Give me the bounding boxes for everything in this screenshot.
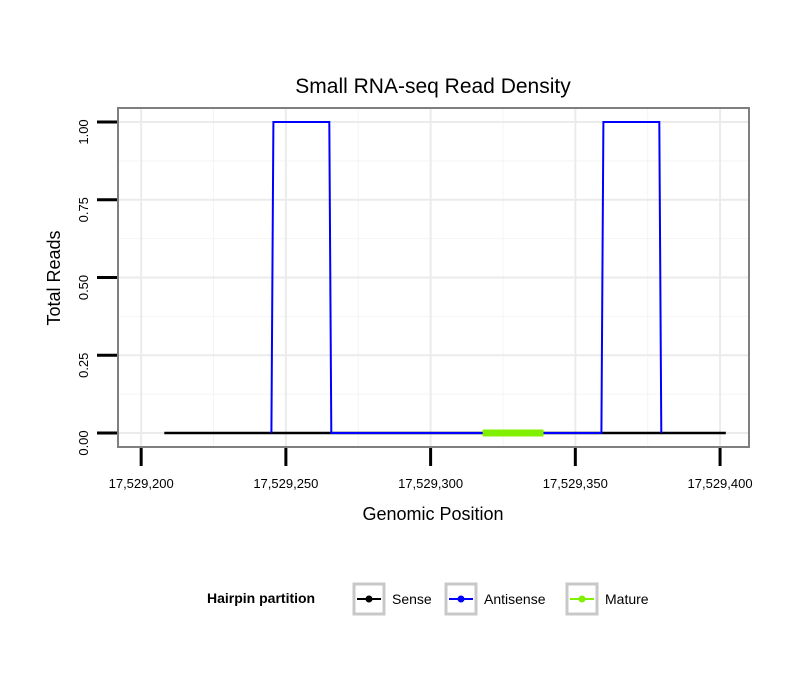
series-line-antisense [270,121,663,434]
x-tick-label: 17,529,200 [109,476,174,491]
legend-entry-mature: Mature [565,582,649,616]
y-tick-label: 0.25 [76,353,91,378]
y-tick-label: 0.75 [76,197,91,222]
x-tick-label: 17,529,400 [688,476,753,491]
y-tick-label: 1.00 [76,119,91,144]
legend-entry-antisense: Antisense [444,582,546,616]
legend-key-point [365,595,373,603]
legend-key-point [457,595,465,603]
x-axis-label: Genomic Position [362,504,503,524]
y-axis: 0.00 0.25 0.50 0.75 1.00 [76,119,117,456]
series-lines [164,121,726,437]
x-tick-label: 17,529,300 [398,476,463,491]
legend-label: Sense [392,591,432,607]
legend: Hairpin partition Sense Antisense Mature [207,582,649,616]
legend-entry-sense: Sense [352,582,432,616]
y-tick-label: 0.50 [76,275,91,300]
chart-title: Small RNA-seq Read Density [295,75,571,98]
x-tick-label: 17,529,250 [253,476,318,491]
x-tick-label: 17,529,350 [543,476,608,491]
y-tick-label: 0.00 [76,430,91,455]
x-axis: 17,529,200 17,529,250 17,529,300 17,529,350… [109,448,753,491]
y-axis-label: Total Reads [44,230,64,325]
legend-key-point [578,595,586,603]
legend-title: Hairpin partition [207,590,315,606]
legend-label: Mature [605,591,649,607]
legend-label: Antisense [484,591,546,607]
